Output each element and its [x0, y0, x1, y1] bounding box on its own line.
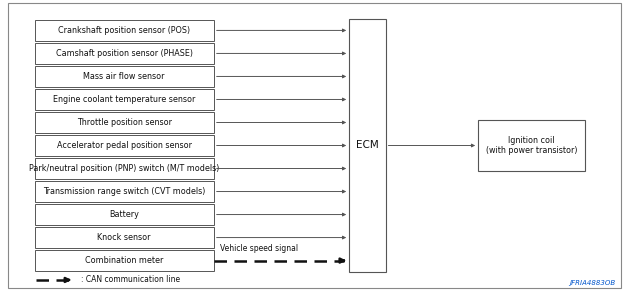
Text: Battery: Battery	[109, 210, 139, 219]
Text: Crankshaft position sensor (POS): Crankshaft position sensor (POS)	[58, 26, 191, 35]
Bar	[35, 251, 214, 271]
Text: Vehicle speed signal: Vehicle speed signal	[220, 244, 298, 253]
Text: Combination meter: Combination meter	[85, 256, 164, 265]
Bar	[35, 135, 214, 156]
Text: Transmission range switch (CVT models): Transmission range switch (CVT models)	[43, 187, 206, 196]
Text: ECM: ECM	[356, 141, 379, 150]
Text: : CAN communication line: : CAN communication line	[81, 276, 180, 284]
Bar	[35, 20, 214, 40]
Text: Throttle position sensor: Throttle position sensor	[77, 118, 172, 127]
Bar	[35, 158, 214, 179]
Text: Ignition coil
(with power transistor): Ignition coil (with power transistor)	[486, 136, 577, 155]
Text: Park/neutral position (PNP) switch (M/T models): Park/neutral position (PNP) switch (M/T …	[29, 164, 220, 173]
Bar	[35, 181, 214, 202]
Text: Accelerator pedal position sensor: Accelerator pedal position sensor	[57, 141, 192, 150]
Bar	[349, 19, 386, 272]
Bar	[35, 89, 214, 110]
Text: Knock sensor: Knock sensor	[97, 233, 151, 242]
Bar	[35, 204, 214, 225]
Bar	[35, 43, 214, 63]
Bar	[478, 120, 585, 171]
Text: Mass air flow sensor: Mass air flow sensor	[84, 72, 165, 81]
Text: Engine coolant temperature sensor: Engine coolant temperature sensor	[53, 95, 196, 104]
Bar	[35, 228, 214, 248]
Text: JFRIA4883OB: JFRIA4883OB	[569, 280, 615, 286]
Bar	[35, 66, 214, 87]
Bar	[35, 112, 214, 133]
Text: Camshaft position sensor (PHASE): Camshaft position sensor (PHASE)	[56, 49, 192, 58]
